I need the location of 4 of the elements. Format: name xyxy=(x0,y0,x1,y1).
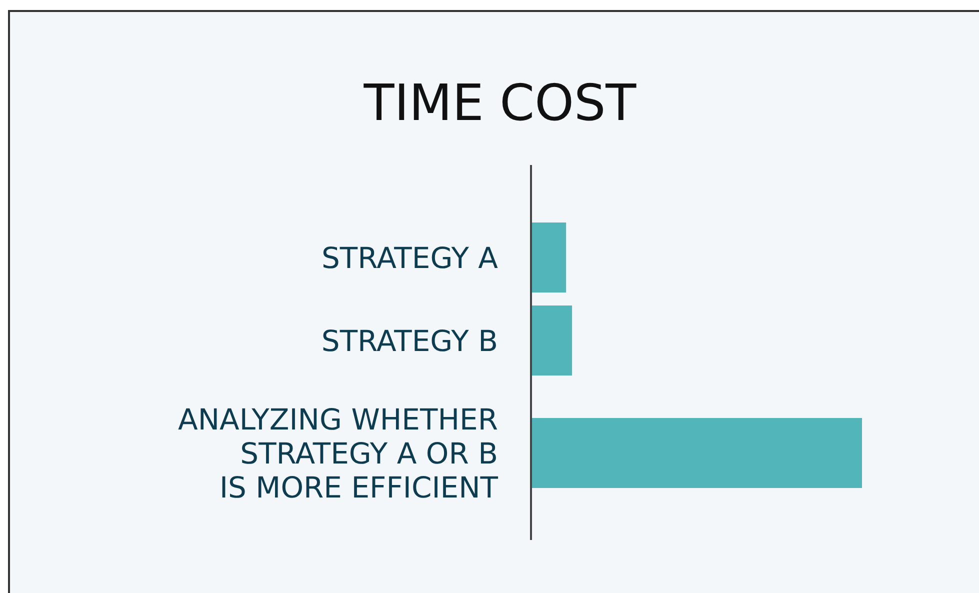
chart-title: TIME COST xyxy=(362,74,637,132)
y-tick-label: STRATEGY A xyxy=(321,240,498,275)
y-tick-label: STRATEGY B xyxy=(321,324,498,358)
y-tick-label: ANALYZING WHETHER STRATEGY A OR B IS MORE EFFICIENT xyxy=(178,402,498,504)
